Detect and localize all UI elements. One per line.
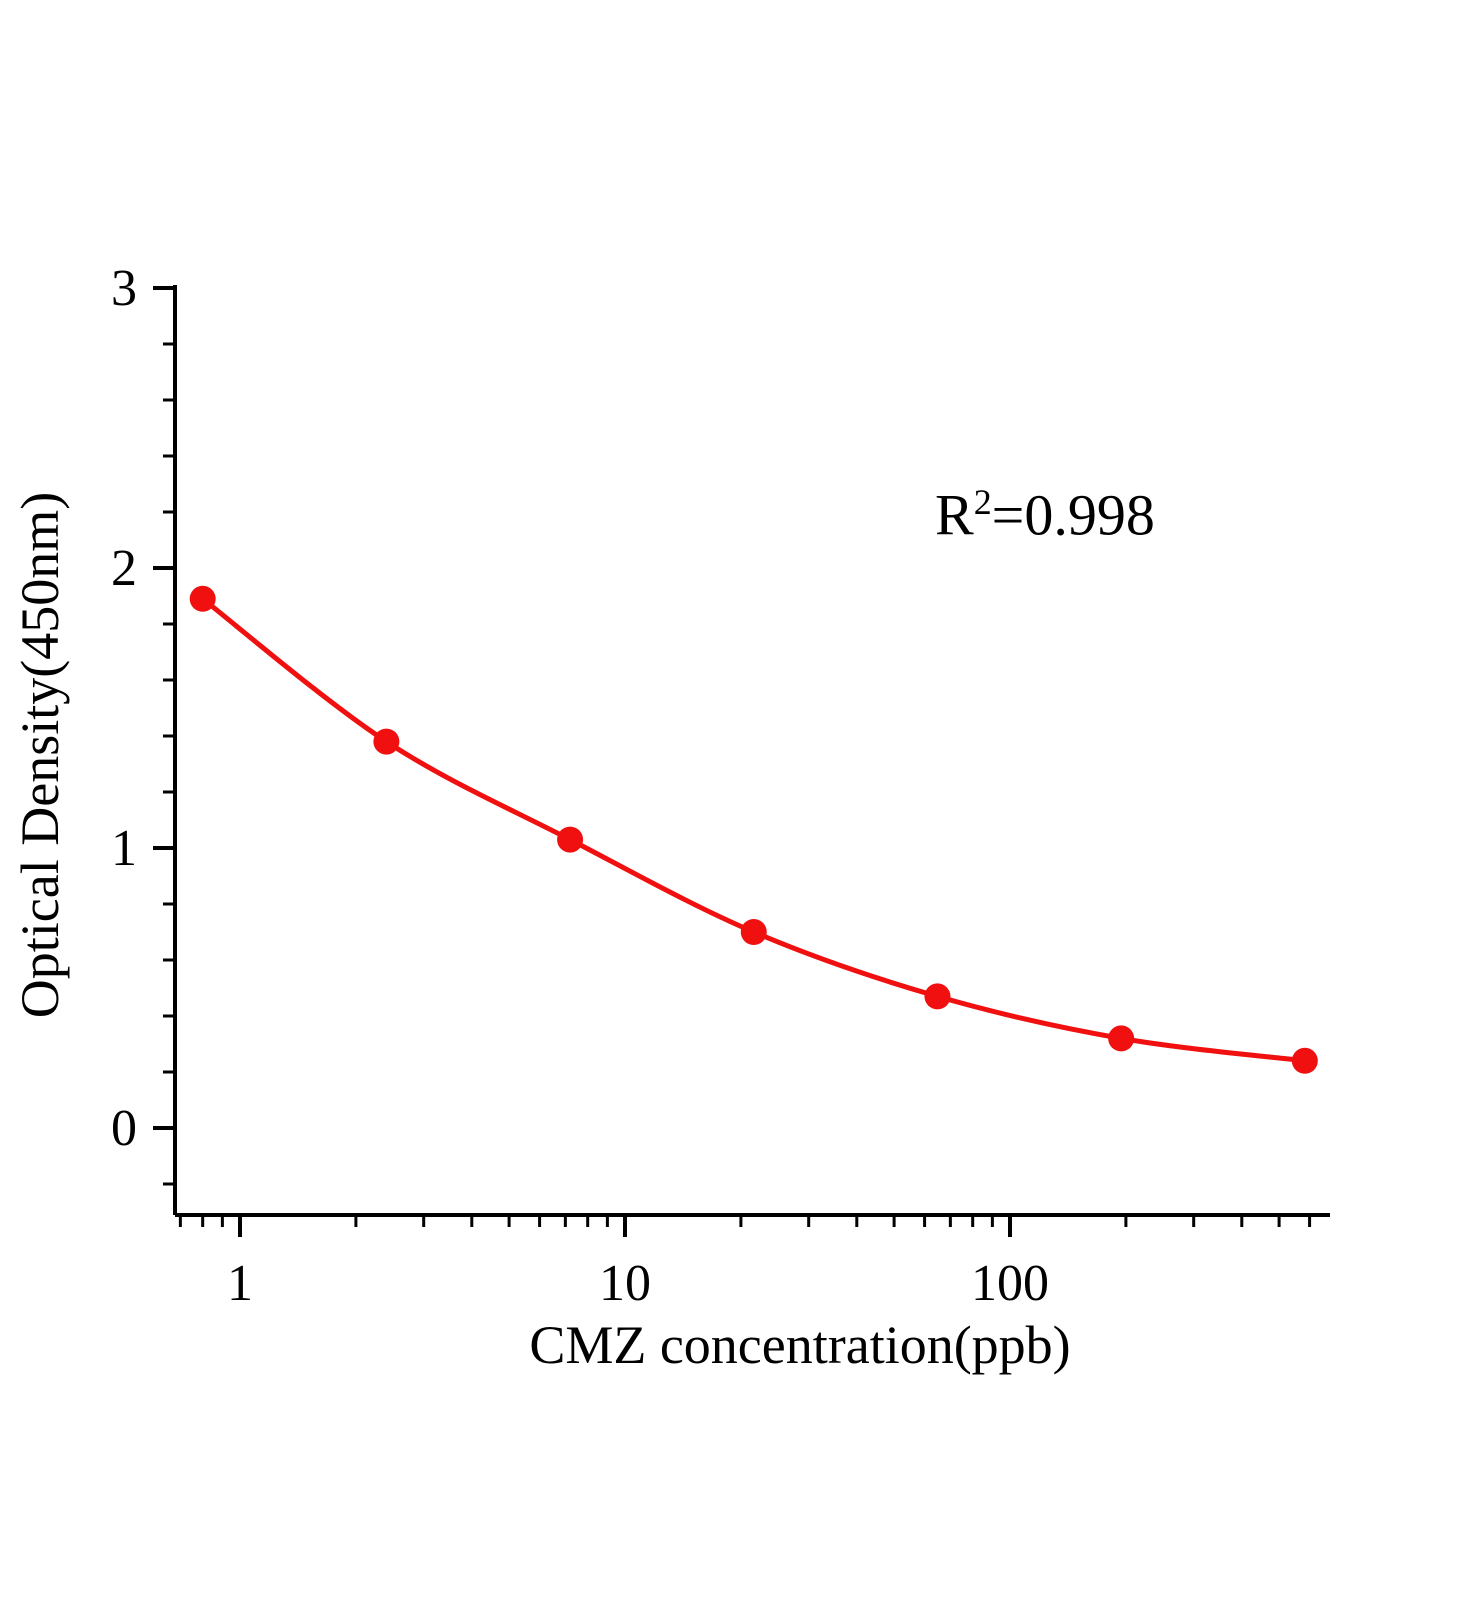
data-point: [189, 585, 216, 612]
fit-curve: [200, 596, 1308, 1064]
y-tick-label: 1: [111, 820, 137, 877]
y-tick-label: 0: [111, 1100, 137, 1157]
data-point: [924, 983, 951, 1010]
x-tick-label: 100: [971, 1255, 1049, 1312]
x-tick-label: 10: [599, 1255, 651, 1312]
x-tick-label: 1: [227, 1255, 253, 1312]
x-axis-title: CMZ concentration(ppb): [529, 1315, 1071, 1375]
data-point: [373, 728, 400, 755]
data-point: [1291, 1047, 1318, 1074]
data-point: [557, 826, 584, 853]
data-point: [1108, 1025, 1135, 1052]
r-squared-exponent: 2: [973, 482, 992, 523]
y-axis-title: Optical Density(450nm): [10, 491, 70, 1019]
r-squared-base: R: [935, 482, 974, 548]
y-tick-label: 2: [111, 540, 137, 597]
r-squared-annotation: R2=0.998: [935, 482, 1155, 549]
r-squared-value: =0.998: [991, 482, 1155, 548]
data-point: [740, 919, 767, 945]
y-tick-label: 3: [111, 260, 137, 317]
